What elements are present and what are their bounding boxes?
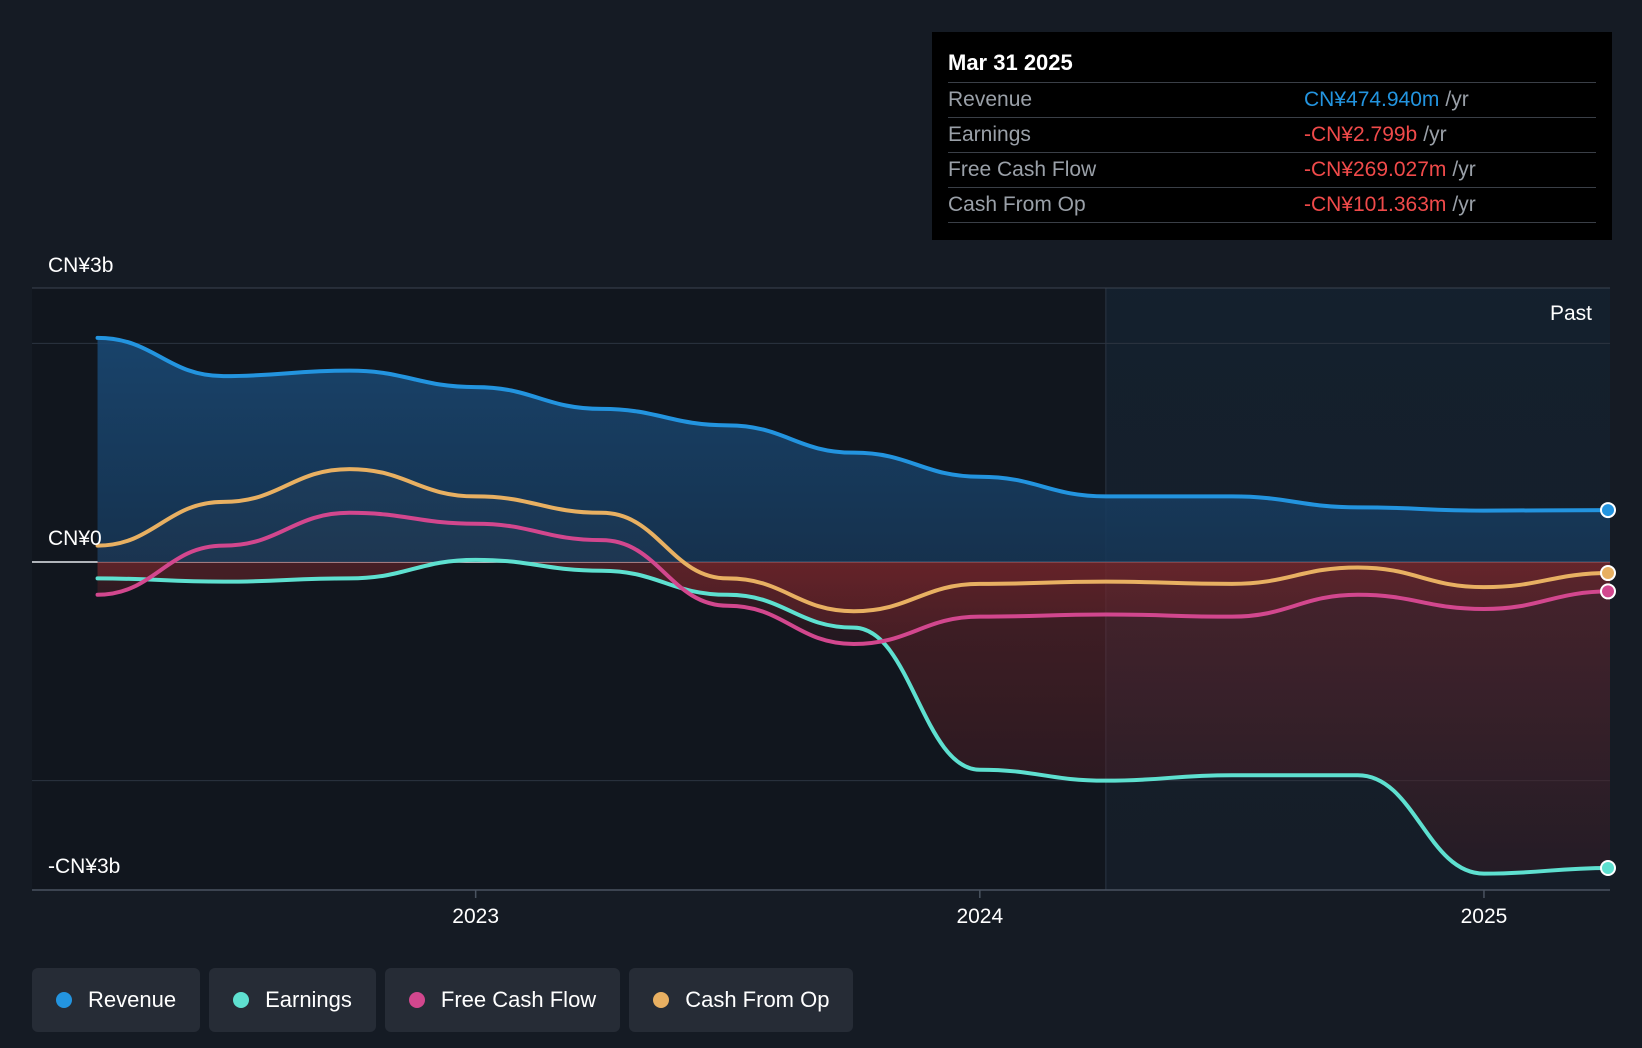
area-fill-earnings-negative xyxy=(97,562,1610,874)
tooltip-unit: /yr xyxy=(1452,193,1476,216)
tooltip-panel: Mar 31 2025 Revenue CN¥474.940m /yr Earn… xyxy=(932,32,1612,240)
tooltip-row-earnings: Earnings -CN¥2.799b /yr xyxy=(948,118,1596,153)
tooltip-label: Revenue xyxy=(948,88,1033,111)
end-dot-earnings xyxy=(1600,860,1616,877)
tooltip-value: -CN¥101.363m xyxy=(1304,193,1447,216)
tooltip-row-revenue: Revenue CN¥474.940m /yr xyxy=(948,83,1596,118)
legend-item-revenue[interactable]: Revenue xyxy=(32,968,201,1032)
x-tick-label: 2023 xyxy=(452,905,499,928)
series-line-earnings xyxy=(95,557,1612,876)
end-dot-cash_from_op xyxy=(1600,565,1616,582)
x-tick-label: 2025 xyxy=(1461,905,1508,928)
series-end-dots xyxy=(1600,502,1616,877)
legend-dot-icon xyxy=(56,992,72,1008)
legend-dot-icon xyxy=(233,992,250,1008)
series-line-cash_from_op xyxy=(95,467,1612,614)
legend-label: Cash From Op xyxy=(685,987,830,1012)
past-label: Past xyxy=(1550,302,1592,325)
legend-label: Free Cash Flow xyxy=(440,987,597,1012)
chart-legend: Revenue Earnings Free Cash Flow Cash Fro… xyxy=(32,968,854,1032)
legend-label: Earnings xyxy=(265,987,352,1012)
end-dot-revenue xyxy=(1600,502,1616,519)
legend-item-earnings[interactable]: Earnings xyxy=(209,968,376,1032)
legend-label: Revenue xyxy=(88,987,177,1012)
y-tick-label: CN¥3b xyxy=(48,254,113,277)
axis-labels: CN¥3b CN¥0 -CN¥3b 2023 2024 2025 Past xyxy=(48,254,1592,928)
tooltip-value: -CN¥2.799b xyxy=(1304,123,1418,146)
legend-dot-icon xyxy=(653,992,670,1008)
series-line-free_cash_flow xyxy=(95,510,1612,647)
area-fill-revenue xyxy=(97,337,1611,562)
x-tick-label: 2024 xyxy=(956,905,1003,928)
tooltip-value: -CN¥269.027m xyxy=(1304,158,1447,181)
tooltip-label: Free Cash Flow xyxy=(948,158,1097,181)
y-tick-label: CN¥0 xyxy=(48,527,102,550)
legend-dot-icon xyxy=(408,992,425,1008)
tooltip-row-free-cash-flow: Free Cash Flow -CN¥269.027m /yr xyxy=(948,153,1596,188)
tooltip-unit: /yr xyxy=(1452,158,1476,181)
tooltip-value: CN¥474.940m xyxy=(1304,88,1440,111)
legend-item-cash-from-op[interactable]: Cash From Op xyxy=(629,968,854,1032)
series-line-revenue xyxy=(95,335,1612,513)
tooltip-unit: /yr xyxy=(1445,88,1469,111)
end-dot-free_cash_flow xyxy=(1600,583,1616,600)
tooltip-date: Mar 31 2025 xyxy=(948,48,1596,83)
tooltip-label: Cash From Op xyxy=(948,193,1086,216)
series-lines xyxy=(95,335,1612,876)
y-tick-label: -CN¥3b xyxy=(48,855,120,878)
tooltip-row-cash-from-op: Cash From Op -CN¥101.363m /yr xyxy=(948,188,1596,223)
tooltip-label: Earnings xyxy=(948,123,1031,146)
legend-item-free-cash-flow[interactable]: Free Cash Flow xyxy=(384,968,621,1032)
tooltip-unit: /yr xyxy=(1423,123,1447,146)
